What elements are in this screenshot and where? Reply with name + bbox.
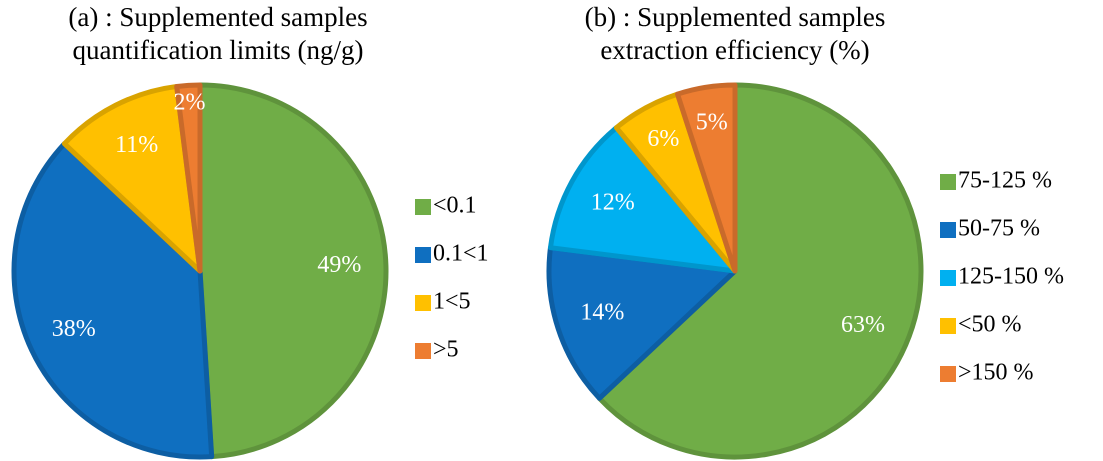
legend-swatch (940, 222, 956, 238)
data-label: 49% (317, 252, 361, 278)
legend-label: <50 % (958, 312, 1022, 338)
legend-swatch (940, 366, 956, 382)
legend-swatch (415, 199, 431, 215)
data-label: 11% (115, 132, 158, 158)
pie-slice (546, 245, 738, 401)
legend-label: 75-125 % (958, 168, 1052, 194)
chart-title: quantification limits (ng/g) (73, 35, 364, 65)
legend-label: >150 % (958, 360, 1034, 386)
data-label: 38% (52, 316, 96, 342)
chart-title: (a) : Supplemented samples (68, 2, 367, 32)
pie-slice (547, 125, 738, 274)
legend-swatch (415, 247, 431, 263)
legend-swatch (940, 318, 956, 334)
chart-title: extraction efficiency (%) (600, 35, 869, 65)
data-label: 12% (591, 189, 635, 215)
data-label: 2% (173, 89, 205, 115)
legend-label: >5 (433, 337, 459, 363)
data-label: 6% (647, 126, 679, 152)
pie-slice (11, 141, 215, 460)
legend-label: 1<5 (433, 289, 471, 315)
legend-swatch (940, 174, 956, 190)
pie-slice (675, 82, 738, 274)
legend-label: 50-75 % (958, 216, 1040, 242)
pie-slice (197, 82, 389, 460)
pie-slice (174, 82, 203, 274)
data-label: 63% (841, 312, 885, 338)
pie-slice (596, 82, 924, 460)
legend-label: 125-150 % (958, 264, 1064, 290)
legend-label: 0.1<1 (433, 241, 489, 267)
legend-swatch (415, 295, 431, 311)
data-label: 5% (696, 110, 728, 136)
chart-title: (b) : Supplemented samples (585, 2, 886, 32)
data-label: 14% (580, 300, 624, 326)
legend-label: <0.1 (433, 193, 477, 219)
legend-swatch (940, 270, 956, 286)
pie-slice (61, 83, 203, 274)
legend-swatch (415, 343, 431, 359)
